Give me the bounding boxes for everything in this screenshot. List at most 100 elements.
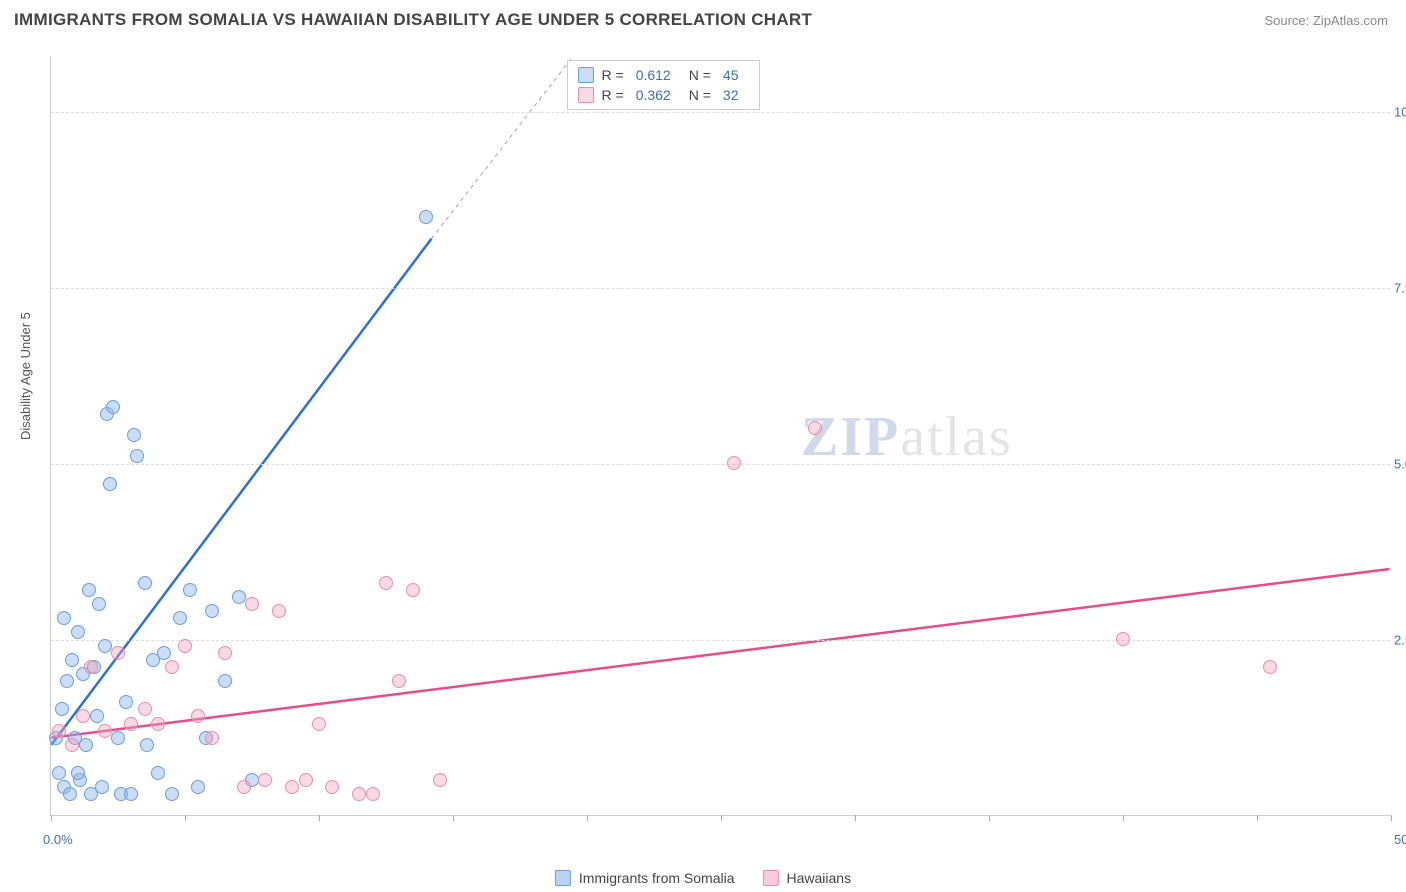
scatter-point [173, 611, 187, 625]
scatter-point [151, 717, 165, 731]
scatter-point [312, 717, 326, 731]
scatter-point [84, 660, 98, 674]
n-label: N = [689, 67, 711, 83]
r-label: R = [602, 67, 624, 83]
x-tick [587, 815, 588, 821]
scatter-point [57, 611, 71, 625]
scatter-point [138, 702, 152, 716]
scatter-point [111, 646, 125, 660]
y-tick-label: 5.0% [1394, 457, 1406, 472]
watermark-text: ZIPatlas [801, 405, 1013, 469]
scatter-point [392, 674, 406, 688]
watermark-atlas: atlas [900, 406, 1013, 468]
y-axis-title: Disability Age Under 5 [18, 312, 33, 440]
scatter-point [245, 597, 259, 611]
legend-label: Immigrants from Somalia [579, 870, 735, 886]
scatter-point [727, 456, 741, 470]
y-tick-label: 7.5% [1394, 281, 1406, 296]
legend-swatch [763, 870, 779, 886]
scatter-point [165, 660, 179, 674]
scatter-point [65, 653, 79, 667]
correlation-box: R =0.612N =45R =0.362N =32 [567, 60, 760, 110]
scatter-point [103, 477, 117, 491]
scatter-point [71, 625, 85, 639]
scatter-point [60, 674, 74, 688]
scatter-point [106, 400, 120, 414]
scatter-point [124, 787, 138, 801]
scatter-point [98, 639, 112, 653]
x-tick [185, 815, 186, 821]
series-swatch [578, 87, 594, 103]
scatter-point [218, 646, 232, 660]
scatter-point [419, 210, 433, 224]
r-value: 0.362 [636, 87, 671, 103]
gridline [51, 112, 1390, 113]
scatter-point [218, 674, 232, 688]
scatter-point [63, 787, 77, 801]
scatter-point [52, 724, 66, 738]
scatter-point [55, 702, 69, 716]
y-tick-label: 2.5% [1394, 633, 1406, 648]
legend-item: Hawaiians [763, 870, 852, 886]
scatter-point [138, 576, 152, 590]
scatter-point [379, 576, 393, 590]
scatter-point [127, 428, 141, 442]
watermark-zip: ZIP [801, 406, 900, 468]
scatter-point [205, 604, 219, 618]
scatter-point [237, 780, 251, 794]
legend-item: Immigrants from Somalia [555, 870, 735, 886]
scatter-point [65, 738, 79, 752]
scatter-chart: ZIPatlas R =0.612N =45R =0.362N =32 0.0%… [50, 56, 1390, 816]
correlation-row: R =0.612N =45 [568, 65, 759, 85]
scatter-point [258, 773, 272, 787]
scatter-point [272, 604, 286, 618]
source-name: ZipAtlas.com [1313, 13, 1388, 28]
scatter-point [299, 773, 313, 787]
scatter-point [52, 766, 66, 780]
x-axis-min-label: 0.0% [43, 832, 73, 847]
scatter-point [151, 766, 165, 780]
scatter-point [1263, 660, 1277, 674]
x-axis-max-label: 50.0% [1394, 832, 1406, 847]
scatter-point [366, 787, 380, 801]
x-tick [319, 815, 320, 821]
x-tick [1391, 815, 1392, 821]
scatter-point [71, 766, 85, 780]
scatter-point [79, 738, 93, 752]
gridline [51, 640, 1390, 641]
n-value: 32 [723, 87, 739, 103]
trend-lines [51, 56, 1390, 815]
scatter-point [178, 639, 192, 653]
scatter-point [325, 780, 339, 794]
source-attribution: Source: ZipAtlas.com [1264, 13, 1388, 28]
x-tick [1257, 815, 1258, 821]
n-label: N = [689, 87, 711, 103]
y-tick-label: 10.0% [1394, 105, 1406, 120]
scatter-point [90, 709, 104, 723]
series-swatch [578, 67, 594, 83]
source-prefix: Source: [1264, 13, 1312, 28]
gridline [51, 288, 1390, 289]
scatter-point [205, 731, 219, 745]
chart-legend: Immigrants from Somalia Hawaiians [555, 870, 851, 886]
chart-title: IMMIGRANTS FROM SOMALIA VS HAWAIIAN DISA… [14, 10, 812, 30]
x-tick [855, 815, 856, 821]
scatter-point [130, 449, 144, 463]
scatter-point [124, 717, 138, 731]
scatter-point [183, 583, 197, 597]
scatter-point [285, 780, 299, 794]
scatter-point [95, 780, 109, 794]
scatter-point [352, 787, 366, 801]
scatter-point [98, 724, 112, 738]
scatter-point [808, 421, 822, 435]
scatter-point [76, 709, 90, 723]
scatter-point [191, 780, 205, 794]
scatter-point [406, 583, 420, 597]
legend-label: Hawaiians [787, 870, 852, 886]
x-tick [453, 815, 454, 821]
r-value: 0.612 [636, 67, 671, 83]
scatter-point [92, 597, 106, 611]
gridline [51, 464, 1390, 465]
chart-header: IMMIGRANTS FROM SOMALIA VS HAWAIIAN DISA… [0, 0, 1406, 36]
legend-swatch [555, 870, 571, 886]
